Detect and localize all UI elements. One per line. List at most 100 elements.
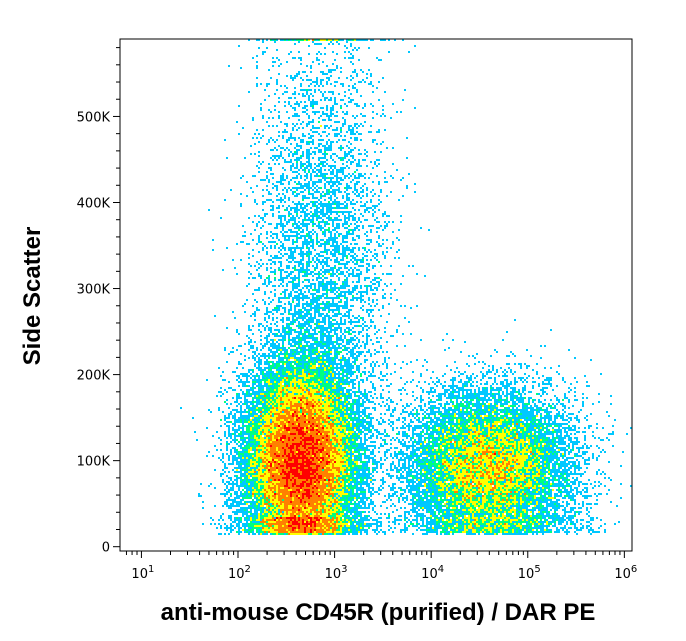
- density-cell: [284, 289, 286, 291]
- density-cell: [294, 391, 296, 393]
- density-cell: [310, 353, 312, 355]
- density-cell: [322, 353, 324, 355]
- density-cell: [338, 247, 340, 249]
- density-cell: [478, 387, 480, 389]
- density-cell: [298, 363, 300, 365]
- density-cell: [252, 391, 254, 393]
- density-cell: [278, 379, 280, 381]
- density-cell: [364, 343, 366, 345]
- density-cell: [340, 387, 342, 389]
- density-cell: [340, 211, 342, 213]
- density-cell: [274, 289, 276, 291]
- density-cell: [280, 273, 282, 275]
- density-cell: [318, 187, 320, 189]
- density-cell: [346, 203, 348, 205]
- density-cell: [238, 345, 240, 347]
- density-cell: [238, 105, 240, 107]
- density-cell: [508, 367, 510, 369]
- density-cell: [306, 355, 308, 357]
- density-cell: [312, 375, 314, 377]
- density-cell: [308, 391, 310, 393]
- density-cell: [350, 243, 352, 245]
- density-cell: [328, 385, 330, 387]
- density-cell: [328, 349, 330, 351]
- density-cell: [336, 207, 338, 209]
- density-cell: [336, 343, 338, 345]
- density-cell: [248, 371, 250, 373]
- density-cell: [268, 317, 270, 319]
- density-cell: [322, 295, 324, 297]
- density-cell: [330, 321, 332, 323]
- density-cell: [328, 331, 330, 333]
- density-cell: [268, 279, 270, 281]
- density-cell: [352, 273, 354, 275]
- density-cell: [532, 381, 534, 383]
- density-cell: [252, 175, 254, 177]
- density-cell: [358, 277, 360, 279]
- density-cell: [260, 83, 262, 85]
- density-cell: [330, 363, 332, 365]
- density-cell: [278, 207, 280, 209]
- density-cell: [260, 233, 262, 235]
- density-cell: [308, 85, 310, 87]
- density-cells: [180, 39, 632, 535]
- density-cell: [322, 309, 324, 311]
- density-cell: [334, 283, 336, 285]
- density-cell: [324, 205, 326, 207]
- density-cell: [304, 367, 306, 369]
- density-cell: [320, 243, 322, 245]
- density-cell: [392, 103, 394, 105]
- density-cell: [556, 385, 558, 387]
- density-cell: [334, 255, 336, 257]
- density-cell: [322, 251, 324, 253]
- density-cell: [278, 389, 280, 391]
- density-cell: [484, 383, 486, 385]
- density-cell: [432, 371, 434, 373]
- density-cell: [282, 313, 284, 315]
- density-cell: [358, 249, 360, 251]
- density-cell: [338, 385, 340, 387]
- density-cell: [276, 335, 278, 337]
- density-cell: [360, 265, 362, 267]
- density-cell: [326, 391, 328, 393]
- density-cell: [316, 295, 318, 297]
- density-cell: [308, 263, 310, 265]
- density-cell: [386, 363, 388, 365]
- density-cell: [346, 189, 348, 191]
- density-cell: [352, 373, 354, 375]
- density-cell: [310, 319, 312, 321]
- density-cell: [348, 217, 350, 219]
- density-cell: [306, 267, 308, 269]
- density-cell: [330, 113, 332, 115]
- density-cell: [278, 361, 280, 363]
- density-cell: [272, 237, 274, 239]
- density-cell: [340, 259, 342, 261]
- density-cell: [360, 351, 362, 353]
- density-cell: [394, 289, 396, 291]
- density-cell: [268, 95, 270, 97]
- density-cell: [526, 349, 528, 351]
- density-cell: [304, 105, 306, 107]
- density-cell: [544, 387, 546, 389]
- density-cell: [320, 139, 322, 141]
- density-cell: [298, 269, 300, 271]
- density-cell: [358, 59, 360, 61]
- density-cell: [316, 257, 318, 259]
- density-cell: [348, 147, 350, 149]
- density-cell: [336, 249, 338, 251]
- density-cell: [304, 243, 306, 245]
- density-cell: [506, 383, 508, 385]
- density-cell: [224, 139, 226, 141]
- density-cell: [332, 165, 334, 167]
- density-cell: [306, 323, 308, 325]
- density-cell: [298, 263, 300, 265]
- density-cell: [264, 221, 266, 223]
- density-cell: [260, 103, 262, 105]
- density-cell: [254, 383, 256, 385]
- density-cell: [268, 283, 270, 285]
- density-cell: [340, 379, 342, 381]
- density-cell: [322, 335, 324, 337]
- density-cell: [338, 287, 340, 289]
- density-cell: [330, 335, 332, 337]
- density-cell: [326, 335, 328, 337]
